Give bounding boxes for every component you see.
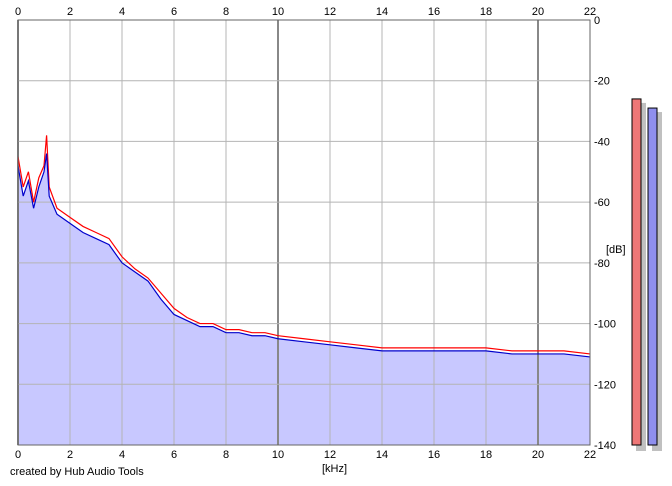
x-tick-label-top: 16 — [428, 6, 440, 18]
y-tick-label: -60 — [594, 197, 610, 209]
x-tick-label-top: 2 — [67, 6, 73, 18]
x-tick-label-bottom: 8 — [223, 449, 229, 461]
series-line-red — [17, 135, 591, 355]
x-tick-label-top: 18 — [480, 6, 492, 18]
x-tick-label-bottom: 14 — [376, 449, 388, 461]
meter-left — [631, 98, 642, 446]
y-tick-label: -120 — [594, 379, 616, 391]
x-tick-label-bottom: 12 — [324, 449, 336, 461]
tick-labels: 002244668810101212141416161818202022220-… — [15, 6, 616, 461]
x-tick-label-top: 8 — [223, 6, 229, 18]
x-tick-label-top: 10 — [272, 6, 284, 18]
y-tick-label: -80 — [594, 258, 610, 270]
x-tick-label-top: 22 — [584, 6, 596, 18]
x-tick-label-bottom: 6 — [171, 449, 177, 461]
y-tick-label: -100 — [594, 319, 616, 331]
x-tick-label-top: 4 — [119, 6, 125, 18]
y-axis-label: [dB] — [606, 244, 626, 256]
y-tick-label: -40 — [594, 136, 610, 148]
x-tick-label-bottom: 22 — [584, 449, 596, 461]
spectrum-area — [18, 153, 590, 446]
y-tick-label: -20 — [594, 76, 610, 88]
x-tick-label-top: 12 — [324, 6, 336, 18]
x-tick-label-bottom: 2 — [67, 449, 73, 461]
x-tick-label-top: 6 — [171, 6, 177, 18]
y-tick-label: 0 — [594, 15, 600, 27]
x-tick-label-top: 0 — [15, 6, 21, 18]
x-tick-label-bottom: 0 — [15, 449, 21, 461]
x-axis-label: [kHz] — [322, 463, 347, 475]
x-tick-label-bottom: 16 — [428, 449, 440, 461]
axes — [17, 19, 591, 446]
plot-frame — [17, 19, 591, 446]
x-tick-label-bottom: 10 — [272, 449, 284, 461]
level-meters — [631, 98, 662, 452]
x-tick-label-bottom: 18 — [480, 449, 492, 461]
credit-text: created by Hub Audio Tools — [10, 466, 144, 478]
series-group — [17, 135, 591, 358]
series-line-blue — [17, 153, 591, 358]
spectrum-fill — [18, 153, 590, 446]
meter-right — [647, 107, 658, 446]
x-tick-label-bottom: 4 — [119, 449, 125, 461]
x-tick-label-top: 20 — [532, 6, 544, 18]
x-tick-label-bottom: 20 — [532, 449, 544, 461]
x-tick-label-top: 14 — [376, 6, 388, 18]
y-tick-label: -140 — [594, 440, 616, 452]
